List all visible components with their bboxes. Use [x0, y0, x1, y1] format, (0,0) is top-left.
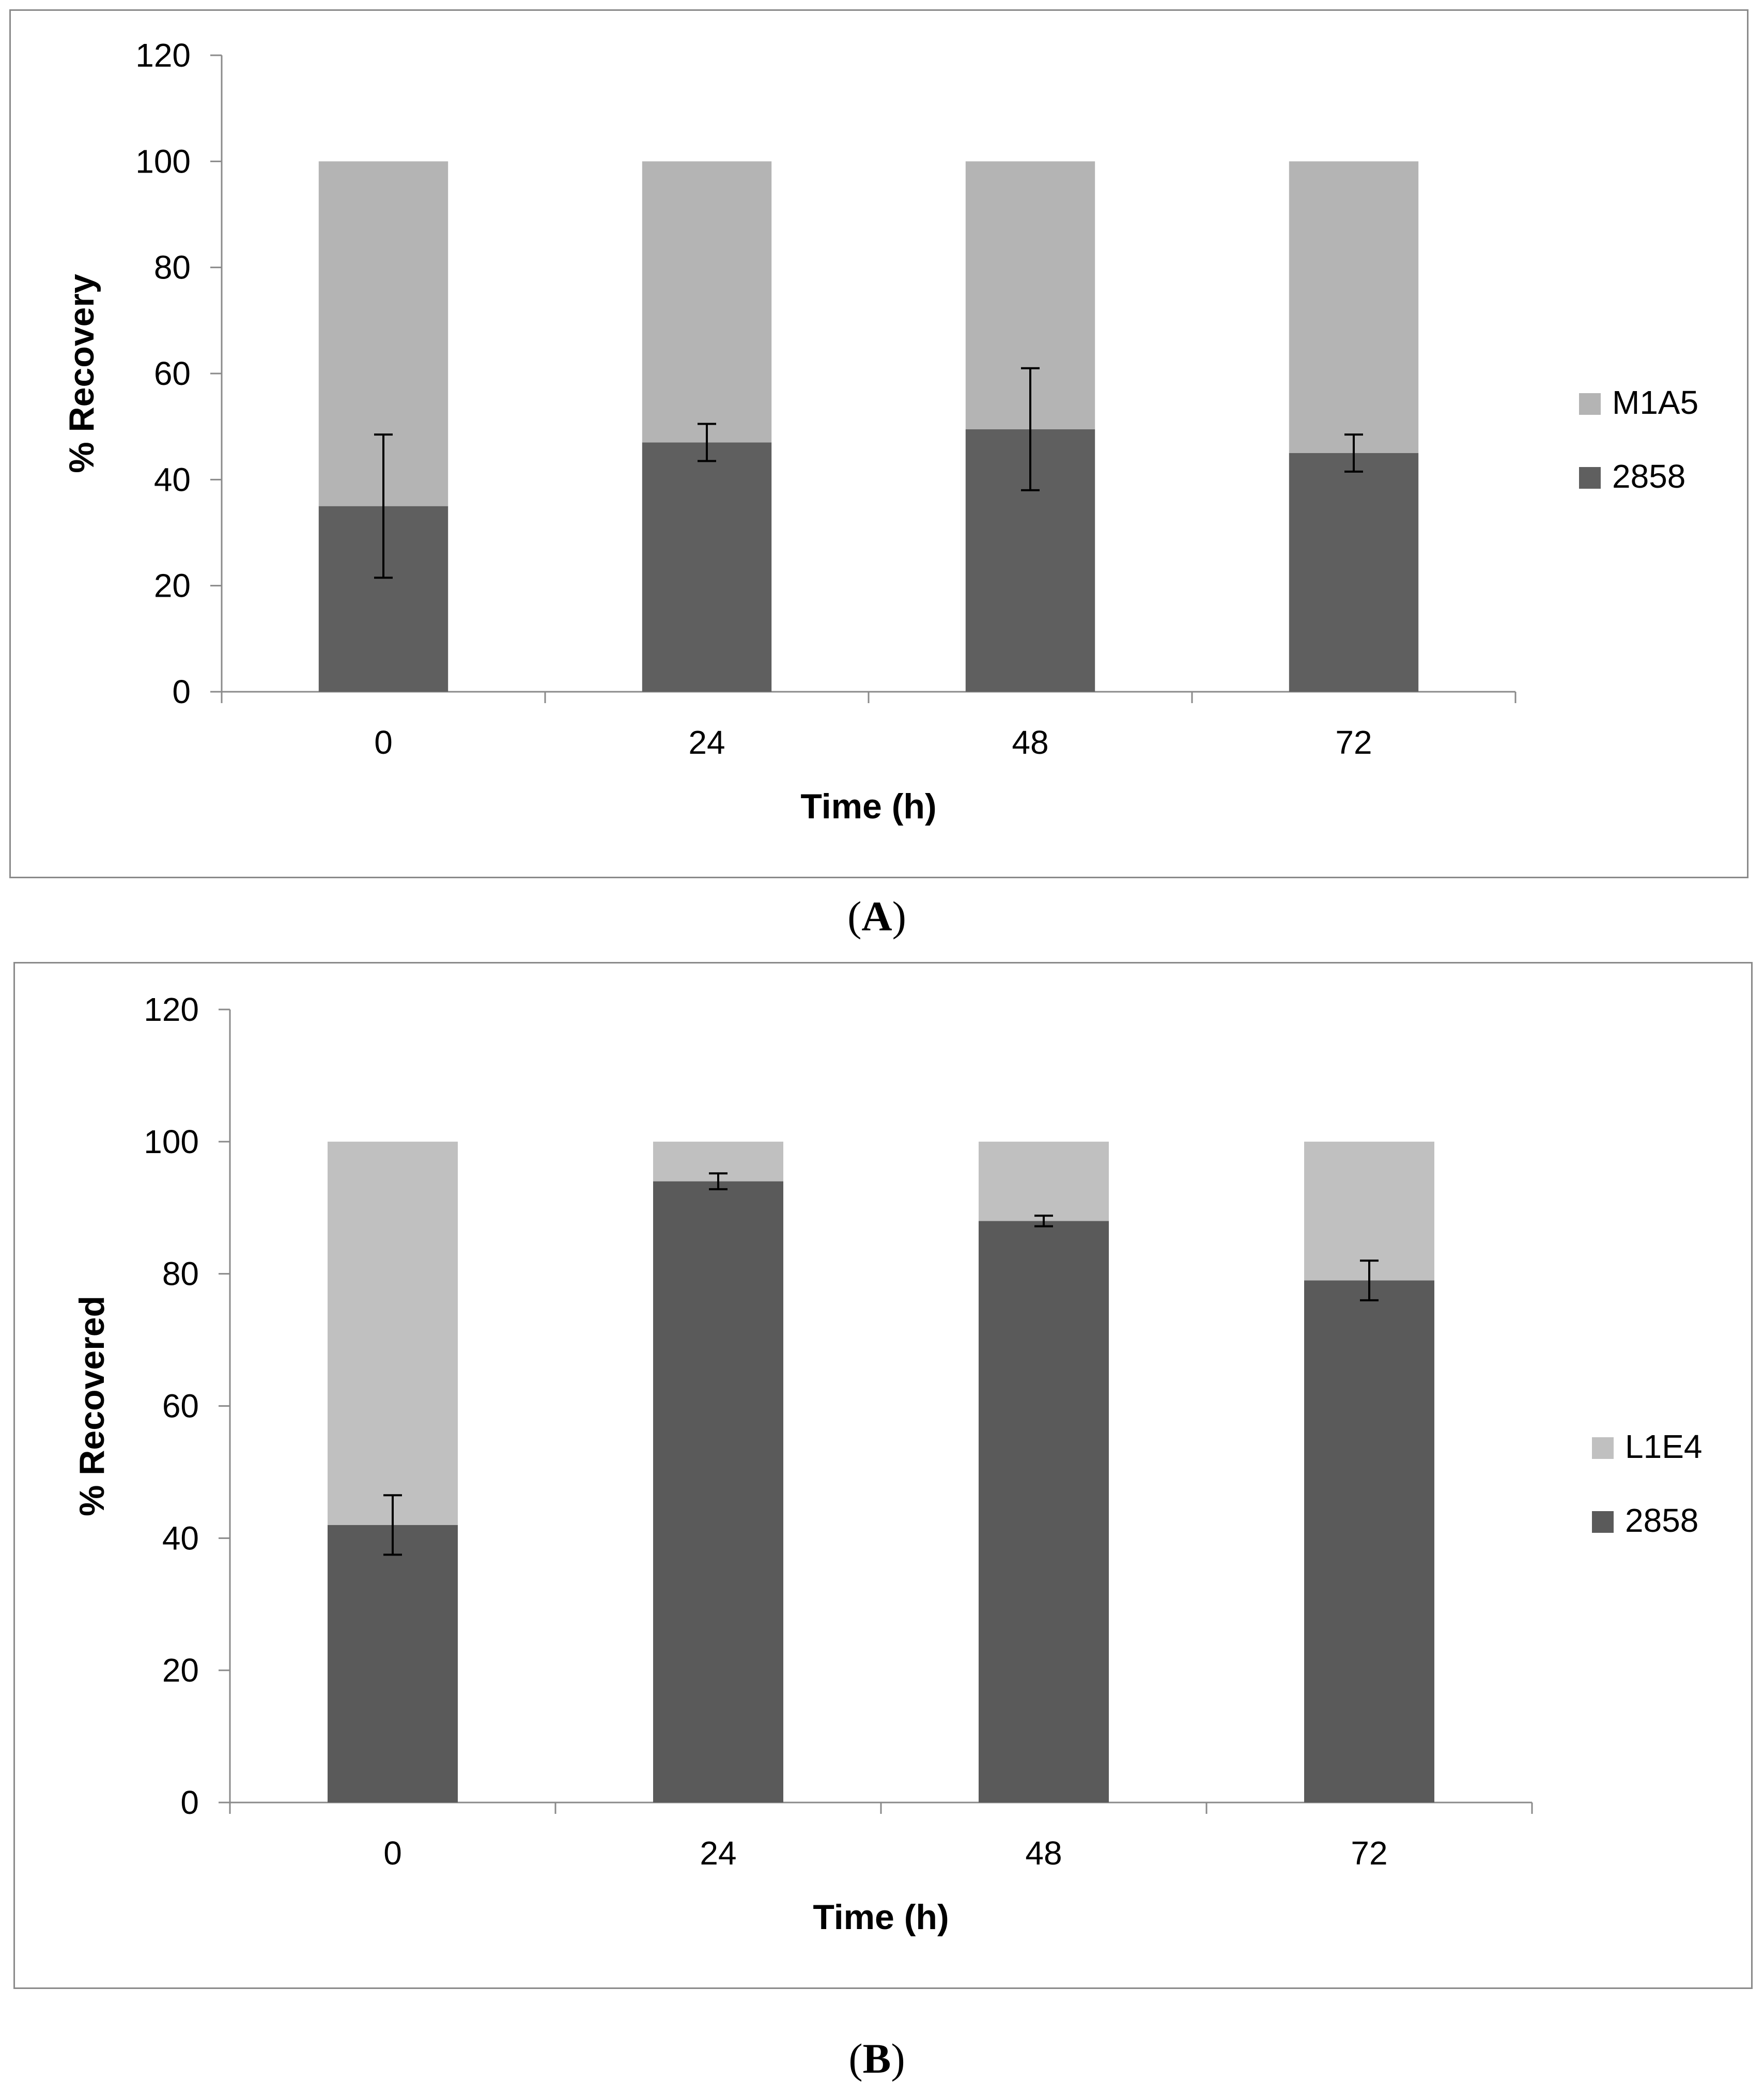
chart-a-y-tick-label: 60 [154, 355, 191, 392]
chart-a-x-tick-label: 72 [1335, 724, 1372, 761]
chart-b-y-tick-label: 80 [162, 1255, 199, 1293]
chart-b-x-axis-title: Time (h) [813, 1898, 949, 1937]
chart-a-y-tick-label: 80 [154, 249, 191, 286]
chart-b-y-tick-label: 0 [180, 1784, 199, 1821]
chart-a-legend-swatch-m1a5 [1579, 393, 1601, 415]
caption-b: (B) [848, 2035, 905, 2082]
chart-b-bar-l1e4-0 [328, 1141, 458, 1525]
chart-a-y-tick-label: 0 [172, 673, 191, 710]
chart-a-x-tick-label: 48 [1012, 724, 1048, 761]
chart-a-y-tick-label: 120 [135, 37, 191, 74]
chart-a-y-axis-title: % Recovery [62, 274, 101, 473]
chart-b-bar-l1e4-48 [979, 1141, 1109, 1221]
chart-b-x-tick-label: 72 [1351, 1835, 1387, 1872]
chart-b-y-tick-label: 60 [162, 1388, 199, 1425]
chart-b-bar-2858-48 [979, 1221, 1109, 1802]
chart-b-y-tick-label: 20 [162, 1652, 199, 1689]
chart-b-x-tick-label: 48 [1025, 1835, 1062, 1872]
chart-b-y-tick-label: 120 [144, 991, 199, 1028]
chart-b-y-tick-label: 40 [162, 1519, 199, 1557]
chart-b-bar-l1e4-72 [1304, 1141, 1434, 1281]
chart-a-x-axis-title: Time (h) [800, 787, 936, 826]
chart-b-bar-2858-0 [328, 1525, 458, 1802]
chart-a-legend-label-m1a5: M1A5 [1612, 384, 1698, 421]
chart-b-y-axis-title: % Recovered [72, 1296, 112, 1516]
chart-a-y-tick-label: 100 [135, 143, 191, 180]
chart-a-legend-swatch-2858 [1579, 467, 1601, 489]
chart-b-legend-label-2858: 2858 [1625, 1502, 1698, 1539]
chart-b-svg: 0 20 40 60 80 100 120 0 24 48 72 Time (h) % Recovere… [72, 991, 1702, 1937]
chart-a-bar-m1a5-24 [642, 161, 772, 443]
chart-a-y-tick-label: 20 [154, 567, 191, 604]
chart-a-bar-m1a5-72 [1289, 161, 1419, 453]
caption-a: (A) [847, 893, 906, 940]
chart-a-x-tick-label: 24 [688, 724, 725, 761]
chart-b-bar-2858-72 [1304, 1280, 1434, 1802]
chart-b-legend-label-l1e4: L1E4 [1625, 1428, 1702, 1465]
chart-panel-b: 0 20 40 60 80 100 120 0 24 48 72 Time (h) % Recovere… [13, 962, 1753, 1989]
chart-a-legend-label-2858: 2858 [1612, 458, 1685, 495]
chart-a-svg: 0 20 40 60 80 100 120 0 24 48 72 Time (h) % Recovery… [62, 37, 1698, 826]
chart-panel-a: 0 20 40 60 80 100 120 0 24 48 72 Time (h) % Recovery… [9, 9, 1748, 878]
chart-b-y-tick-label: 100 [144, 1123, 199, 1160]
chart-a-y-tick-label: 40 [154, 461, 191, 498]
chart-a-x-tick-label: 0 [374, 724, 393, 761]
chart-b-bar-2858-24 [653, 1181, 783, 1802]
chart-b-x-tick-label: 0 [383, 1835, 402, 1872]
chart-b-legend-swatch-2858 [1592, 1511, 1614, 1533]
chart-b-legend-swatch-l1e4 [1592, 1437, 1614, 1459]
chart-b-x-tick-label: 24 [700, 1835, 736, 1872]
chart-a-bar-2858-24 [642, 442, 772, 692]
chart-a-bar-2858-72 [1289, 453, 1419, 692]
